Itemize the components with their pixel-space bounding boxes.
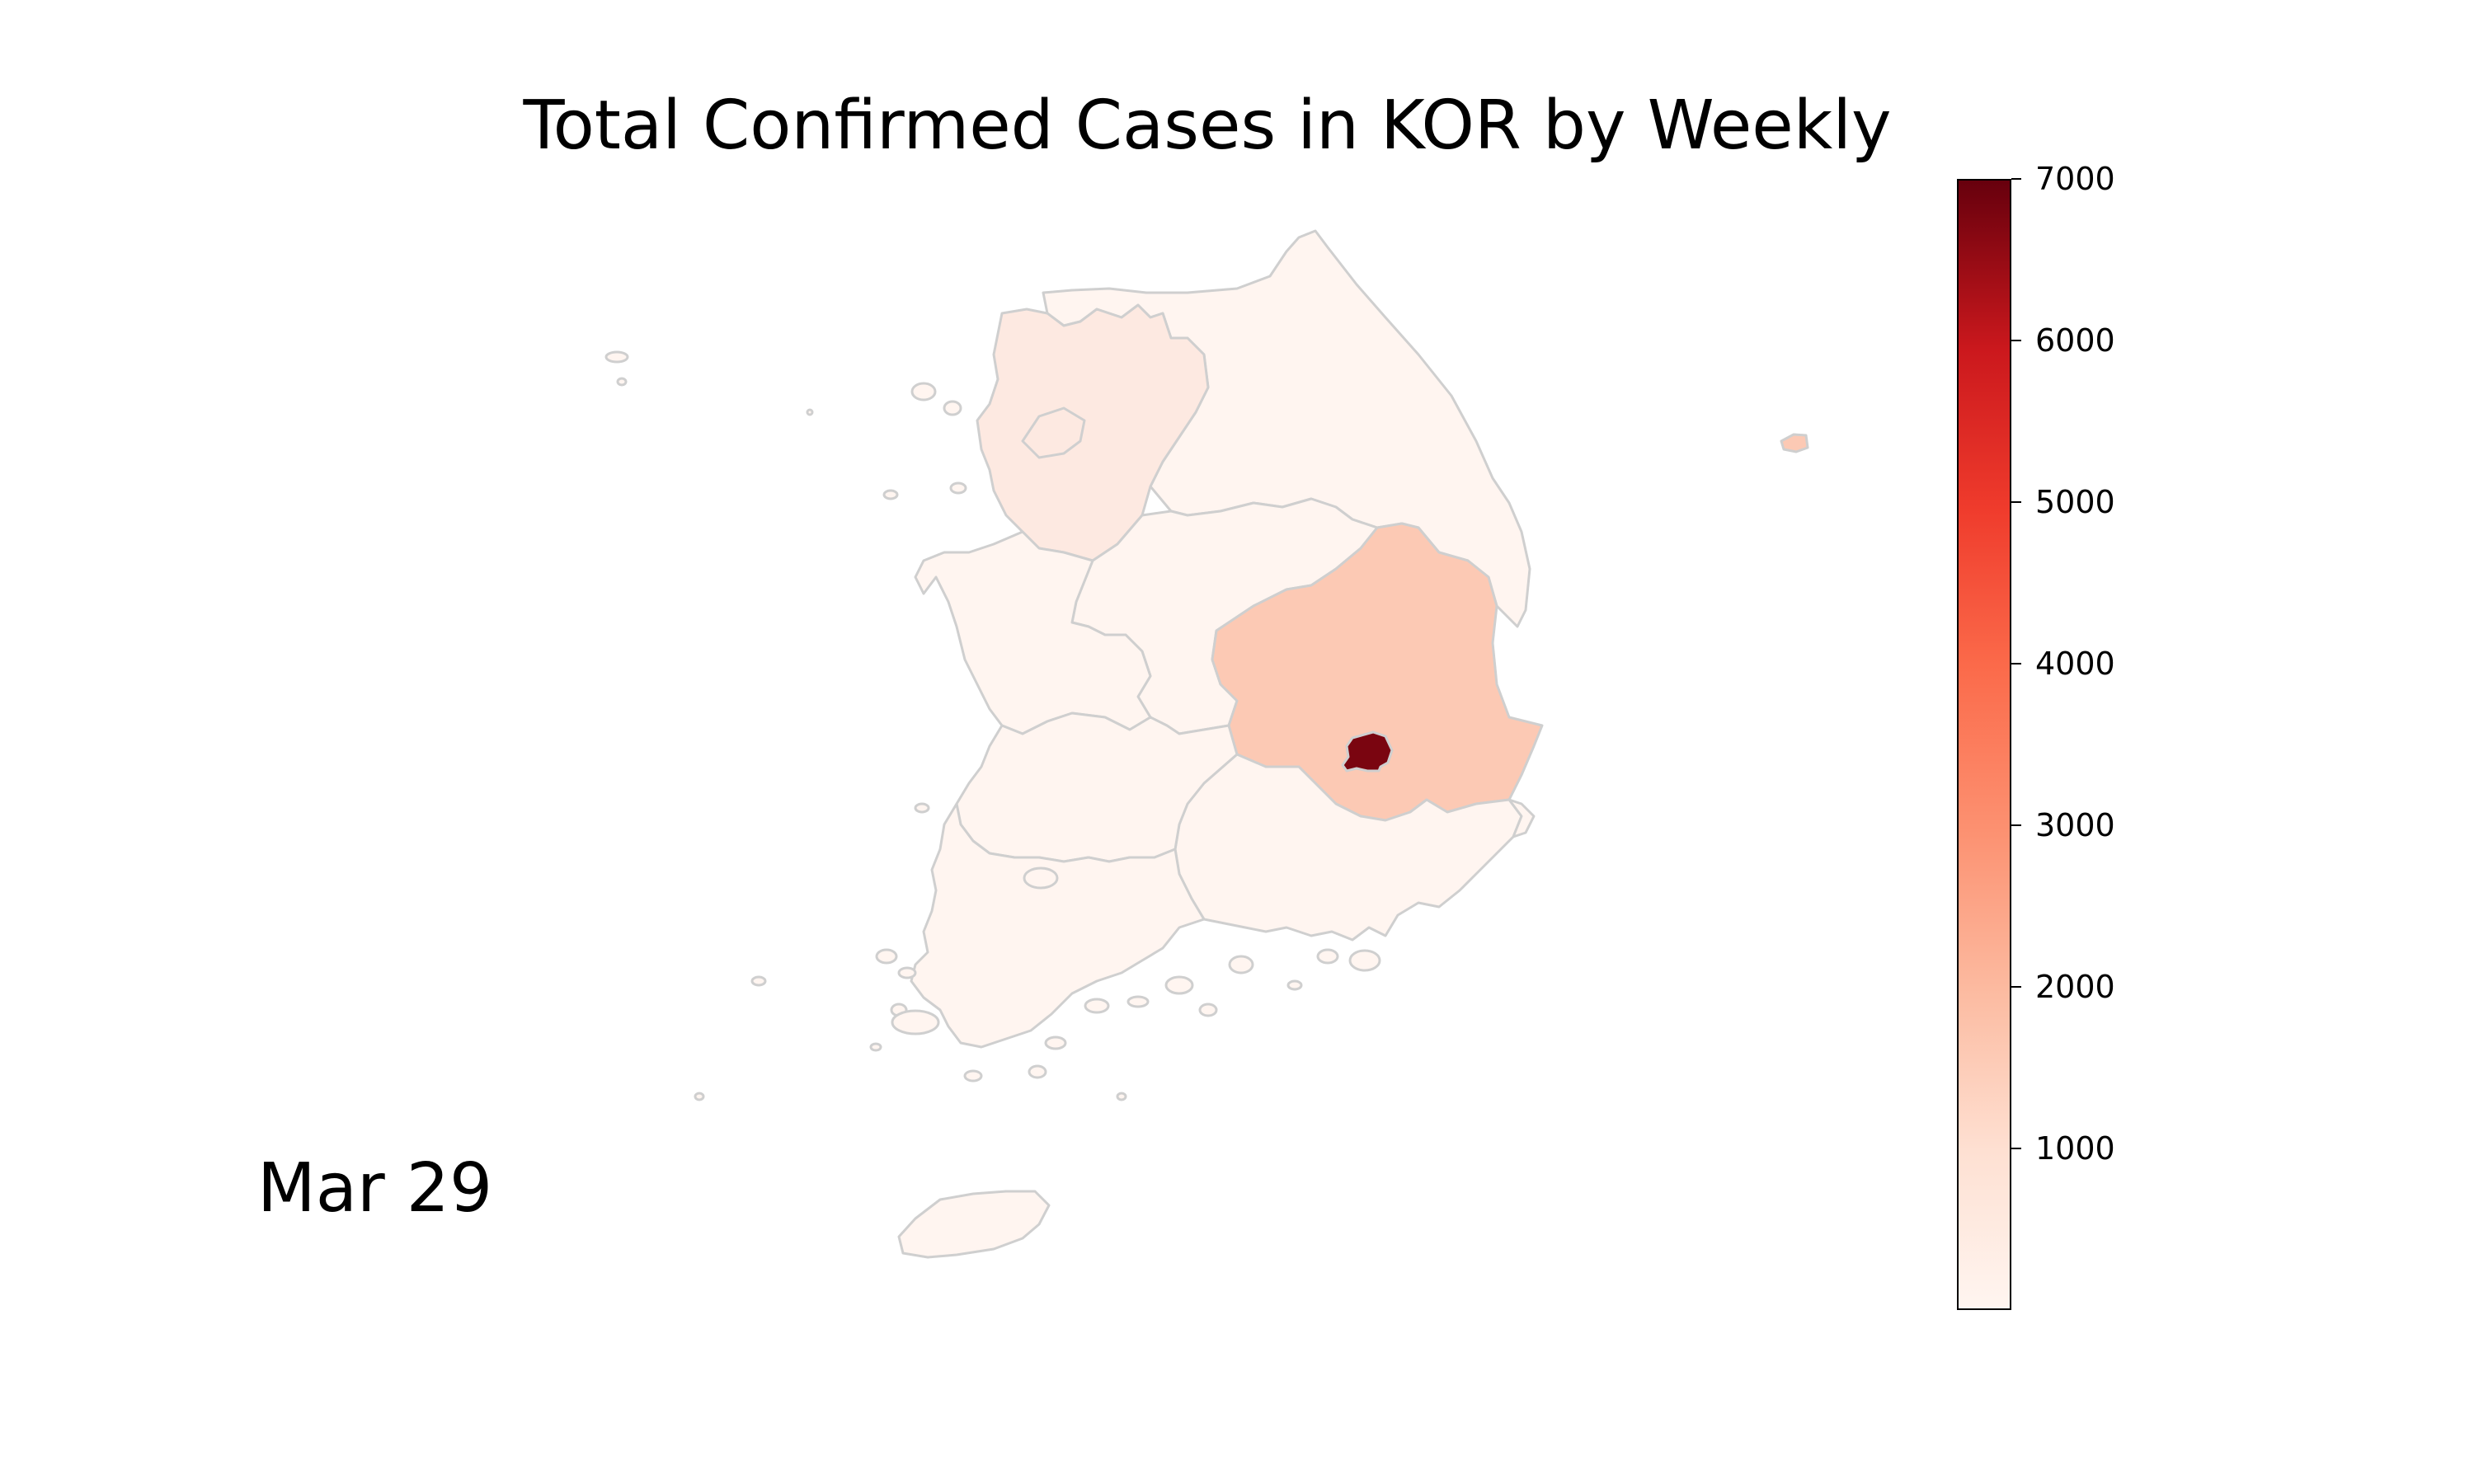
colorbar-tick (2011, 824, 2021, 826)
colorbar-tick (2011, 340, 2021, 341)
date-label: Mar 29 (257, 1149, 492, 1228)
colorbar-tick (2011, 501, 2021, 503)
colorbar-tick-label: 5000 (2035, 486, 2115, 518)
colorbar-tick-label: 3000 (2035, 810, 2115, 841)
colorbar-tick-label: 1000 (2035, 1133, 2115, 1164)
colorbar-tick-label: 7000 (2035, 163, 2115, 195)
colorbar (1957, 179, 2011, 1310)
colorbar-tick-label: 6000 (2035, 325, 2115, 356)
colorbar-tick (2011, 1148, 2021, 1149)
colorbar-tick (2011, 178, 2021, 180)
region-jeju[interactable] (899, 1191, 1049, 1257)
colorbar-tick (2011, 663, 2021, 665)
region-ulleungdo[interactable] (1781, 434, 1808, 452)
colorbar-tick-label: 2000 (2035, 971, 2115, 1003)
colorbar-tick-label: 4000 (2035, 648, 2115, 679)
colorbar-tick (2011, 986, 2021, 988)
